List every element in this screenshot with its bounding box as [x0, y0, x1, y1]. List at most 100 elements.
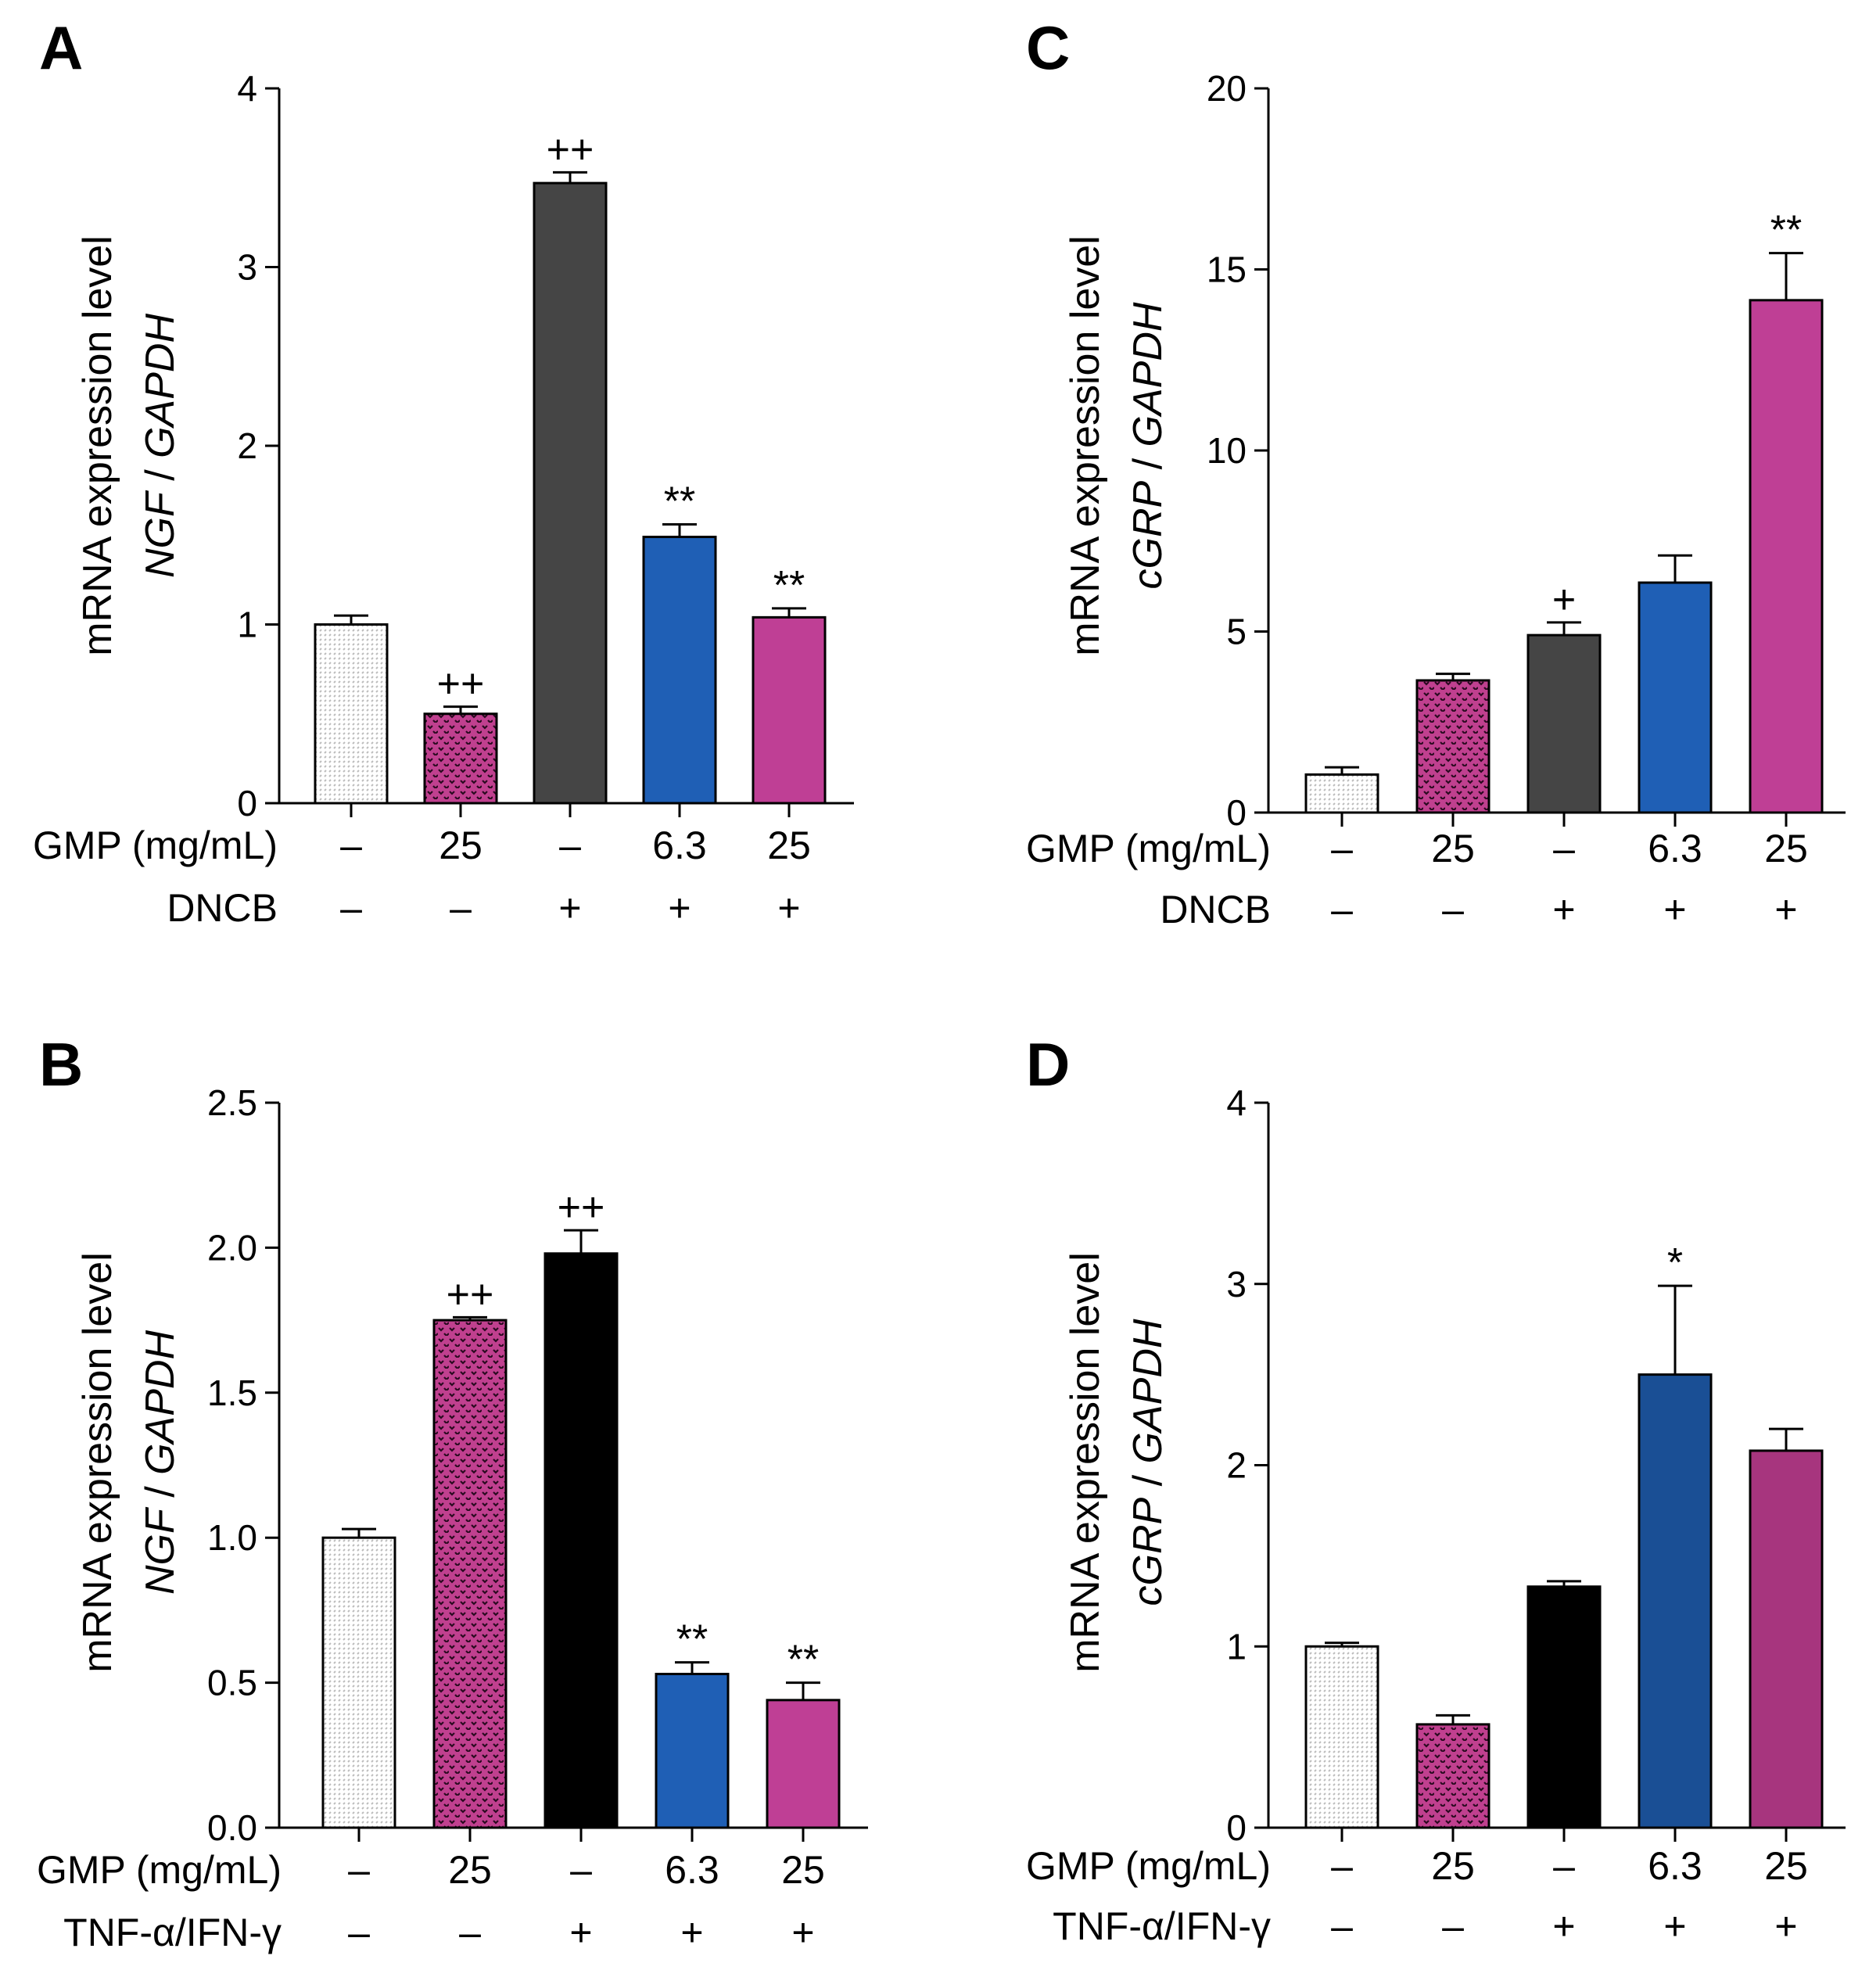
- condition-value: +: [680, 1911, 703, 1954]
- y-axis-label-ratio: NGF / GAPDH: [138, 314, 183, 578]
- panel-label: D: [1026, 1030, 1070, 1099]
- condition-value: –: [570, 1848, 592, 1892]
- gene-name: cGRP: [1125, 480, 1171, 589]
- condition-label: GMP (mg/mL): [1026, 827, 1271, 870]
- condition-value: –: [1331, 888, 1353, 931]
- significance-marker: ++: [547, 127, 594, 172]
- y-tick-label: 4: [1226, 1082, 1247, 1123]
- y-tick-label: 15: [1207, 249, 1247, 290]
- y-tick-label: 0.0: [207, 1807, 257, 1848]
- bar: [432, 1319, 508, 1829]
- bar: [321, 1536, 396, 1829]
- condition-value: –: [459, 1911, 481, 1954]
- condition-value: 25: [1431, 827, 1475, 870]
- panel-label: C: [1026, 13, 1070, 82]
- condition-value: +: [1663, 1904, 1686, 1948]
- bar: [642, 536, 717, 805]
- y-tick-label: 5: [1226, 612, 1247, 652]
- significance-marker: **: [787, 1638, 819, 1683]
- bar: [314, 623, 389, 805]
- condition-value: +: [777, 886, 800, 930]
- reference-gene-name: GAPDH: [138, 314, 183, 458]
- bar: [1638, 581, 1713, 814]
- y-tick-label: 3: [1226, 1264, 1247, 1304]
- condition-value: +: [1774, 1904, 1797, 1948]
- significance-marker: **: [664, 479, 695, 525]
- bar: [1638, 1373, 1713, 1829]
- condition-value: 25: [1764, 827, 1808, 870]
- condition-value: –: [1442, 888, 1464, 931]
- condition-value: +: [1552, 888, 1575, 931]
- condition-value: –: [559, 824, 581, 867]
- condition-value: +: [791, 1911, 814, 1954]
- condition-label: DNCB: [167, 886, 278, 930]
- condition-value: 25: [439, 824, 482, 867]
- significance-marker: ++: [447, 1272, 494, 1317]
- bar: [752, 615, 827, 805]
- gene-name: cGRP: [1125, 1497, 1171, 1606]
- ratio-separator: /: [1125, 1463, 1171, 1497]
- y-axis-label-ratio: cGRP / GAPDH: [1125, 302, 1171, 589]
- condition-label: GMP (mg/mL): [33, 824, 278, 867]
- condition-value: 6.3: [1648, 827, 1702, 870]
- y-tick-label: 1: [1226, 1626, 1247, 1667]
- y-tick-label: 2.0: [207, 1227, 257, 1268]
- significance-marker: *: [1667, 1240, 1683, 1286]
- condition-value: 25: [448, 1848, 492, 1892]
- significance-marker: ++: [437, 662, 485, 707]
- condition-value: +: [1663, 888, 1686, 931]
- bar: [1304, 773, 1379, 814]
- bar: [1415, 679, 1491, 814]
- y-tick-label: 1.5: [207, 1373, 257, 1413]
- y-axis-label-ratio: cGRP / GAPDH: [1125, 1319, 1171, 1606]
- condition-value: –: [1331, 1844, 1353, 1888]
- condition-value: 6.3: [652, 824, 707, 867]
- condition-value: –: [340, 886, 362, 930]
- ratio-separator: /: [1125, 447, 1171, 480]
- y-tick-label: 2: [1226, 1445, 1247, 1486]
- condition-value: –: [450, 886, 472, 930]
- condition-value: –: [1553, 827, 1575, 870]
- significance-marker: ++: [558, 1185, 605, 1230]
- condition-value: +: [569, 1911, 592, 1954]
- condition-value: 25: [1431, 1844, 1475, 1888]
- significance-marker: **: [1770, 208, 1802, 253]
- reference-gene-name: GAPDH: [1125, 302, 1171, 447]
- y-tick-label: 0: [237, 783, 257, 824]
- significance-marker: +: [1552, 577, 1576, 623]
- condition-value: 25: [1764, 1844, 1808, 1888]
- y-axis-label-ratio: NGF / GAPDH: [138, 1330, 183, 1595]
- bar: [543, 1252, 619, 1829]
- condition-value: –: [340, 824, 362, 867]
- condition-label: GMP (mg/mL): [1026, 1844, 1271, 1888]
- condition-value: –: [1442, 1904, 1464, 1948]
- y-tick-label: 1.0: [207, 1517, 257, 1558]
- y-tick-label: 2: [237, 425, 257, 466]
- y-tick-label: 20: [1207, 68, 1247, 109]
- reference-gene-name: GAPDH: [138, 1330, 183, 1475]
- condition-value: +: [1552, 1904, 1575, 1948]
- bar: [1304, 1645, 1379, 1829]
- condition-value: 6.3: [1648, 1844, 1702, 1888]
- significance-marker: **: [773, 563, 805, 608]
- condition-label: GMP (mg/mL): [37, 1848, 282, 1892]
- condition-value: –: [1331, 1904, 1353, 1948]
- y-tick-label: 10: [1207, 430, 1247, 471]
- condition-value: 25: [767, 824, 811, 867]
- y-axis-label: mRNA expression level: [1063, 235, 1108, 656]
- condition-label: TNF-α/IFN-γ: [63, 1911, 282, 1954]
- bar: [1526, 1585, 1602, 1829]
- ratio-separator: /: [138, 458, 183, 492]
- gene-name: NGF: [138, 490, 183, 578]
- significance-marker: **: [676, 1617, 708, 1663]
- condition-value: +: [1774, 888, 1797, 931]
- bar: [1749, 1449, 1824, 1829]
- y-axis-label: mRNA expression level: [75, 235, 120, 656]
- condition-value: –: [1553, 1844, 1575, 1888]
- panel-label: B: [39, 1030, 83, 1099]
- bar: [1526, 633, 1602, 814]
